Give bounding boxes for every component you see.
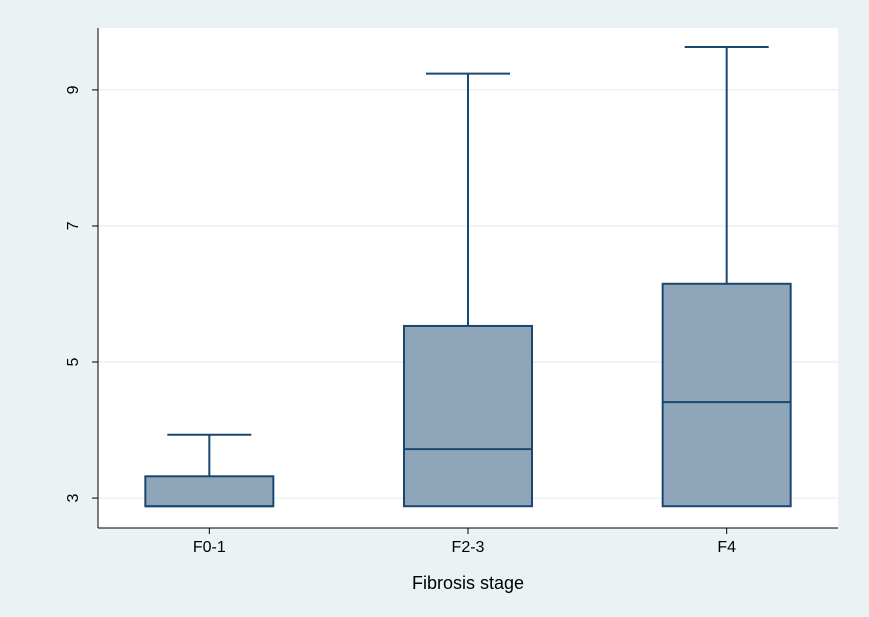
y-tick-label: 7 (65, 221, 82, 230)
box (403, 324, 533, 508)
box (661, 282, 792, 508)
x-tick-label: F4 (717, 539, 736, 556)
x-tick-label: F2-3 (452, 539, 485, 556)
y-tick-label: 5 (65, 357, 82, 366)
x-tick-label: F0-1 (193, 539, 226, 556)
y-tick-label: 3 (65, 494, 82, 503)
box (144, 475, 275, 508)
y-tick-label: 9 (65, 85, 82, 94)
x-axis-title: Fibrosis stage (412, 573, 524, 593)
